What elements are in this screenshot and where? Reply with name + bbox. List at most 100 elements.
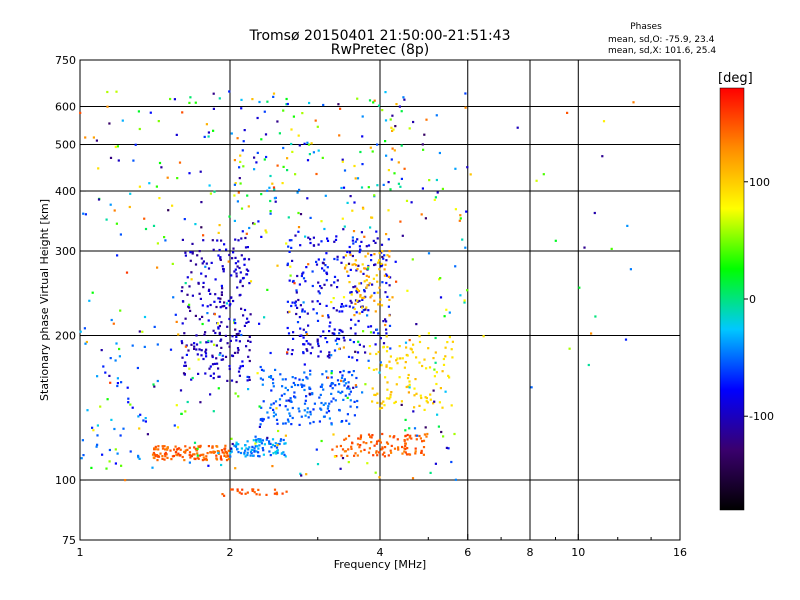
data-point [234,268,237,271]
data-point [401,357,404,360]
data-point [236,200,239,203]
data-point [404,418,407,421]
data-point [209,365,212,368]
data-point [263,158,266,161]
data-point [405,453,409,456]
data-point [397,161,400,164]
data-point [305,473,308,476]
data-point [188,285,191,288]
data-point [190,278,193,281]
data-point [204,350,207,353]
data-point [178,454,181,457]
data-point [373,444,376,447]
data-point [134,143,137,146]
data-point [238,266,241,270]
data-point [361,135,364,138]
data-point [317,344,320,348]
data-point [226,379,229,382]
data-point [137,110,140,113]
data-point [235,275,238,278]
data-point [396,438,399,441]
data-point [188,451,192,454]
data-point [241,149,244,152]
data-point [186,448,189,451]
data-point [214,278,217,281]
data-point [349,268,352,271]
data-point [270,389,273,392]
data-point [246,379,249,382]
data-point [411,258,414,261]
data-point [390,126,393,129]
data-point [413,387,416,390]
data-point [322,262,325,265]
data-point [114,359,117,362]
data-point [375,450,378,453]
data-point [328,417,331,420]
data-point [231,335,234,338]
data-point [359,295,362,298]
data-point [434,351,437,354]
data-point [361,163,364,166]
data-point [434,196,437,199]
data-point [241,230,244,233]
data-point [381,255,384,259]
data-point [362,207,365,210]
data-point [420,451,423,454]
data-point [321,156,324,159]
data-point [363,235,366,238]
data-point [199,170,202,173]
data-point [238,177,241,180]
data-point [205,123,208,126]
data-point [233,351,237,354]
y-tick-label: 300 [55,245,76,258]
data-point [200,226,203,229]
data-point [184,345,187,348]
data-point [261,378,264,381]
data-point [232,247,235,250]
data-point [458,219,461,222]
data-point [390,444,393,447]
data-point [223,494,226,497]
data-point [322,388,325,391]
data-point [163,445,166,448]
data-point [357,340,360,343]
data-point [171,262,174,265]
data-point [196,254,199,257]
data-point [404,451,407,454]
data-point [384,291,387,294]
data-point [344,266,347,269]
data-point [380,364,383,367]
data-point [261,447,264,450]
data-point [418,404,421,407]
data-point [370,294,373,297]
data-point [208,367,211,370]
data-point [288,412,291,415]
data-point [184,410,187,413]
data-point [375,451,378,454]
data-point [353,307,356,311]
data-point [281,385,284,388]
data-point [173,98,176,101]
data-point [256,372,259,375]
data-point [338,347,341,351]
data-point [269,212,272,215]
data-point [259,438,262,441]
data-point [454,167,457,170]
data-point [238,491,241,494]
data-point [341,310,344,313]
data-point [236,265,239,268]
data-point [282,165,285,168]
data-point [96,375,99,378]
data-point [330,400,333,403]
data-point [388,298,391,301]
data-point [302,328,305,331]
data-point [302,301,305,304]
data-point [264,133,268,136]
data-point [328,330,331,333]
colorbar-label: [deg] [718,71,753,86]
data-point [355,269,358,272]
data-point [422,148,425,151]
data-point [263,443,266,446]
data-point [148,182,151,185]
data-point [192,453,195,456]
